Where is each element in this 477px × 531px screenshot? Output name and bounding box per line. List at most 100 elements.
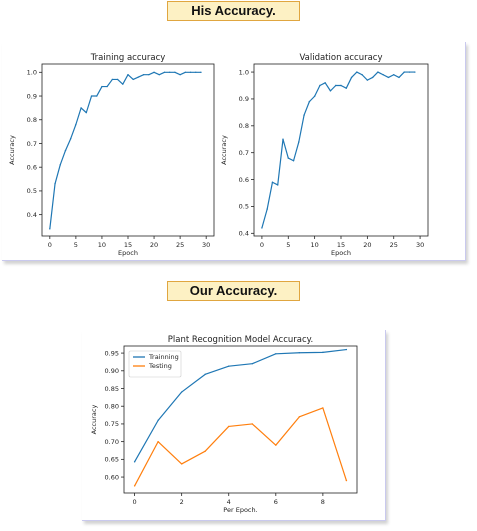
data-point <box>133 461 136 463</box>
data-point <box>116 78 119 81</box>
data-point <box>106 85 108 88</box>
data-point <box>54 183 56 185</box>
x-tick-label: 10 <box>310 241 318 249</box>
data-point <box>158 73 160 76</box>
data-point <box>142 73 145 76</box>
data-point <box>371 76 374 79</box>
y-tick-label: 0.80 <box>105 403 119 411</box>
y-tick-label: 0.85 <box>105 385 119 393</box>
plant-accuracy-chart-svg: Plant Recognition Model Accuracy. 0 2 4 6 8 0.… <box>90 335 358 514</box>
data-point <box>180 391 183 393</box>
series-line-0 <box>261 71 415 229</box>
x-tick-label: 5 <box>286 241 290 249</box>
data-point <box>228 425 230 428</box>
series-line-trainning <box>134 348 347 463</box>
data-point <box>69 138 72 140</box>
y-tick-label: 0.9 <box>27 92 37 100</box>
x-tick-label: 25 <box>390 241 398 249</box>
data-point <box>195 71 197 74</box>
y-tick-label: 1.0 <box>27 69 37 77</box>
data-point <box>90 95 93 97</box>
y-tick-label: 0.4 <box>27 211 37 219</box>
data-point <box>163 71 166 74</box>
data-point <box>179 73 181 76</box>
data-point <box>189 71 192 74</box>
y-axis-label: Accuracy <box>90 405 98 435</box>
data-point <box>132 78 134 81</box>
data-point <box>282 138 284 140</box>
legend-label: Testing <box>148 362 172 370</box>
data-point <box>393 74 395 76</box>
y-tick-label: 0.65 <box>105 456 119 464</box>
his-accuracy-caption: His Accuracy. <box>167 1 300 21</box>
x-tick-label: 2 <box>180 498 184 506</box>
y-tick-label: 0.7 <box>239 149 249 157</box>
x-tick-label: 6 <box>274 498 278 506</box>
data-point <box>137 76 140 78</box>
data-point <box>101 85 103 88</box>
x-tick-label: 0 <box>260 241 264 249</box>
his-accuracy-charts-svg: Training accuracy 0 5 10 15 20 25 30 0.4 0.5 0.6 0.… <box>8 53 429 257</box>
y-tick-label: 0.70 <box>105 438 119 446</box>
data-point <box>133 485 136 487</box>
plot-frame <box>41 63 215 237</box>
x-axis-label: Per Epoch. <box>223 506 257 514</box>
data-point <box>345 348 348 351</box>
data-point <box>85 111 88 114</box>
data-point <box>345 87 347 89</box>
data-point <box>408 71 411 73</box>
data-point <box>64 149 67 152</box>
data-point <box>157 440 159 443</box>
data-point <box>322 407 324 409</box>
x-tick-label: 25 <box>176 241 184 249</box>
data-point <box>271 181 274 183</box>
data-point <box>168 71 171 74</box>
our-accuracy-caption: Our Accuracy. <box>167 281 300 301</box>
data-point <box>345 479 348 482</box>
data-point <box>350 76 353 79</box>
legend-label: Trainning <box>148 353 179 361</box>
y-axis-label: Accuracy <box>220 135 228 165</box>
data-point <box>204 373 206 376</box>
data-point <box>398 76 400 79</box>
his-accuracy-figure: Training accuracy 0 5 10 15 20 25 30 0.4 0.5 0.6 0.… <box>2 42 466 261</box>
data-point <box>335 84 337 87</box>
data-point <box>366 79 369 81</box>
data-point <box>340 84 342 87</box>
chart-title: Validation accuracy <box>299 53 382 63</box>
data-point <box>403 71 405 73</box>
plot-frame <box>123 345 358 494</box>
x-tick-label: 30 <box>416 241 424 249</box>
data-point <box>382 74 384 76</box>
x-tick-label: 10 <box>98 241 106 249</box>
data-point <box>322 351 324 354</box>
series-line-0 <box>49 71 201 229</box>
y-tick-label: 0.5 <box>27 187 37 195</box>
y-tick-label: 0.9 <box>239 95 249 103</box>
data-point <box>287 157 289 159</box>
chart-validation: Validation accuracy 0 5 10 15 20 25 30 0.4 0.5 0.6… <box>220 53 429 257</box>
x-tick-label: 0 <box>48 241 52 249</box>
x-tick-label: 15 <box>337 241 345 249</box>
x-tick-label: 8 <box>321 498 325 506</box>
data-point <box>292 160 295 162</box>
data-point <box>414 71 416 73</box>
data-point <box>127 73 129 76</box>
data-point <box>122 83 124 85</box>
data-point <box>277 184 279 186</box>
data-point <box>174 71 176 74</box>
data-point <box>298 141 300 143</box>
y-tick-label: 0.8 <box>239 122 249 130</box>
data-point <box>361 74 363 76</box>
data-point <box>80 107 82 109</box>
data-point <box>356 71 358 73</box>
data-point <box>251 423 253 425</box>
our-accuracy-figure: Plant Recognition Model Accuracy. 0 2 4 6 8 0.… <box>82 330 386 521</box>
y-tick-label: 0.5 <box>239 203 249 211</box>
y-tick-label: 0.7 <box>27 140 37 148</box>
x-tick-label: 0 <box>133 498 137 506</box>
x-axis-label: Epoch <box>118 249 138 257</box>
chart-training: Training accuracy 0 5 10 15 20 25 30 0.4 0.5 0.6 0.… <box>8 53 215 257</box>
x-tick-label: 20 <box>150 241 158 249</box>
y-tick-label: 0.95 <box>105 349 119 357</box>
